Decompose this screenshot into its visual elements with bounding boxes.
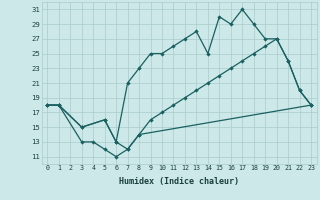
X-axis label: Humidex (Indice chaleur): Humidex (Indice chaleur) bbox=[119, 177, 239, 186]
